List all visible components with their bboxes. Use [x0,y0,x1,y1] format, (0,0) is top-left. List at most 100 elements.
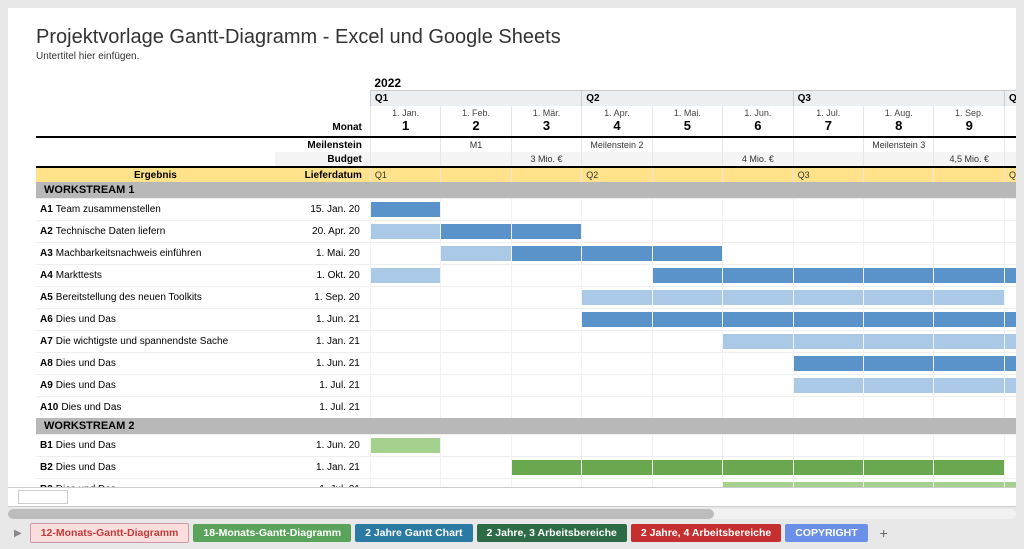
gantt-cell[interactable] [934,220,1004,242]
gantt-cell[interactable] [934,352,1004,374]
gantt-cell[interactable] [370,478,440,487]
gantt-cell[interactable] [1004,456,1016,478]
gantt-cell[interactable] [511,286,581,308]
gantt-cell[interactable] [370,286,440,308]
gantt-cell[interactable] [370,220,440,242]
gantt-cell[interactable] [793,352,863,374]
gantt-cell[interactable] [864,242,934,264]
gantt-cell[interactable] [793,330,863,352]
gantt-cell[interactable] [441,242,511,264]
gantt-cell[interactable] [370,198,440,220]
gantt-cell[interactable] [511,198,581,220]
gantt-cell[interactable] [864,330,934,352]
gantt-cell[interactable] [652,352,722,374]
gantt-cell[interactable] [1004,434,1016,456]
gantt-cell[interactable] [934,242,1004,264]
gantt-cell[interactable] [1004,286,1016,308]
gantt-cell[interactable] [723,434,793,456]
gantt-cell[interactable] [441,456,511,478]
sheet-tab[interactable]: 18-Monats-Gantt-Diagramm [193,524,351,542]
gantt-cell[interactable] [370,352,440,374]
gantt-cell[interactable] [723,220,793,242]
gantt-cell[interactable] [934,198,1004,220]
gantt-cell[interactable] [723,308,793,330]
gantt-cell[interactable] [723,456,793,478]
gantt-cell[interactable] [1004,478,1016,487]
gantt-cell[interactable] [652,330,722,352]
gantt-cell[interactable] [1004,352,1016,374]
gantt-cell[interactable] [864,220,934,242]
gantt-cell[interactable] [511,478,581,487]
sheet-tab[interactable]: 12-Monats-Gantt-Diagramm [30,523,190,543]
gantt-cell[interactable] [582,264,652,286]
gantt-cell[interactable] [1004,220,1016,242]
gantt-cell[interactable] [652,286,722,308]
gantt-cell[interactable] [864,478,934,487]
gantt-cell[interactable] [934,374,1004,396]
gantt-cell[interactable] [652,456,722,478]
gantt-cell[interactable] [441,198,511,220]
gantt-cell[interactable] [582,352,652,374]
gantt-cell[interactable] [723,330,793,352]
gantt-cell[interactable] [864,352,934,374]
gantt-cell[interactable] [441,308,511,330]
formula-input[interactable] [18,490,68,504]
gantt-cell[interactable] [370,330,440,352]
gantt-cell[interactable] [723,396,793,418]
gantt-cell[interactable] [864,198,934,220]
add-sheet-button[interactable]: + [872,523,896,543]
gantt-cell[interactable] [652,220,722,242]
gantt-cell[interactable] [934,396,1004,418]
gantt-cell[interactable] [723,478,793,487]
gantt-cell[interactable] [652,264,722,286]
gantt-cell[interactable] [864,434,934,456]
gantt-cell[interactable] [582,478,652,487]
gantt-cell[interactable] [511,242,581,264]
sheet-tab[interactable]: 2 Jahre, 3 Arbeitsbereiche [477,524,627,542]
formula-bar[interactable] [8,487,1016,507]
gantt-cell[interactable] [723,264,793,286]
gantt-cell[interactable] [1004,396,1016,418]
gantt-cell[interactable] [370,456,440,478]
gantt-cell[interactable] [370,242,440,264]
gantt-cell[interactable] [582,396,652,418]
gantt-cell[interactable] [652,396,722,418]
gantt-cell[interactable] [441,478,511,487]
gantt-cell[interactable] [864,264,934,286]
gantt-cell[interactable] [511,330,581,352]
gantt-cell[interactable] [511,352,581,374]
gantt-cell[interactable] [934,264,1004,286]
gantt-cell[interactable] [370,434,440,456]
gantt-cell[interactable] [723,286,793,308]
gantt-cell[interactable] [652,198,722,220]
sheet-tab[interactable]: COPYRIGHT [785,524,867,542]
gantt-cell[interactable] [723,198,793,220]
gantt-cell[interactable] [511,264,581,286]
gantt-cell[interactable] [793,264,863,286]
gantt-cell[interactable] [652,242,722,264]
gantt-cell[interactable] [793,434,863,456]
gantt-cell[interactable] [511,456,581,478]
gantt-cell[interactable] [511,308,581,330]
gantt-cell[interactable] [793,396,863,418]
gantt-cell[interactable] [582,308,652,330]
gantt-cell[interactable] [1004,374,1016,396]
gantt-cell[interactable] [864,286,934,308]
gantt-cell[interactable] [864,374,934,396]
gantt-cell[interactable] [441,352,511,374]
gantt-cell[interactable] [652,374,722,396]
gantt-cell[interactable] [582,220,652,242]
gantt-cell[interactable] [934,308,1004,330]
gantt-cell[interactable] [723,352,793,374]
gantt-cell[interactable] [793,198,863,220]
sheet-tab[interactable]: 2 Jahre, 4 Arbeitsbereiche [631,524,781,542]
gantt-cell[interactable] [441,220,511,242]
gantt-cell[interactable] [441,286,511,308]
gantt-cell[interactable] [582,242,652,264]
gantt-cell[interactable] [582,374,652,396]
gantt-cell[interactable] [370,264,440,286]
gantt-cell[interactable] [723,242,793,264]
gantt-cell[interactable] [723,374,793,396]
gantt-cell[interactable] [793,286,863,308]
gantt-cell[interactable] [441,330,511,352]
